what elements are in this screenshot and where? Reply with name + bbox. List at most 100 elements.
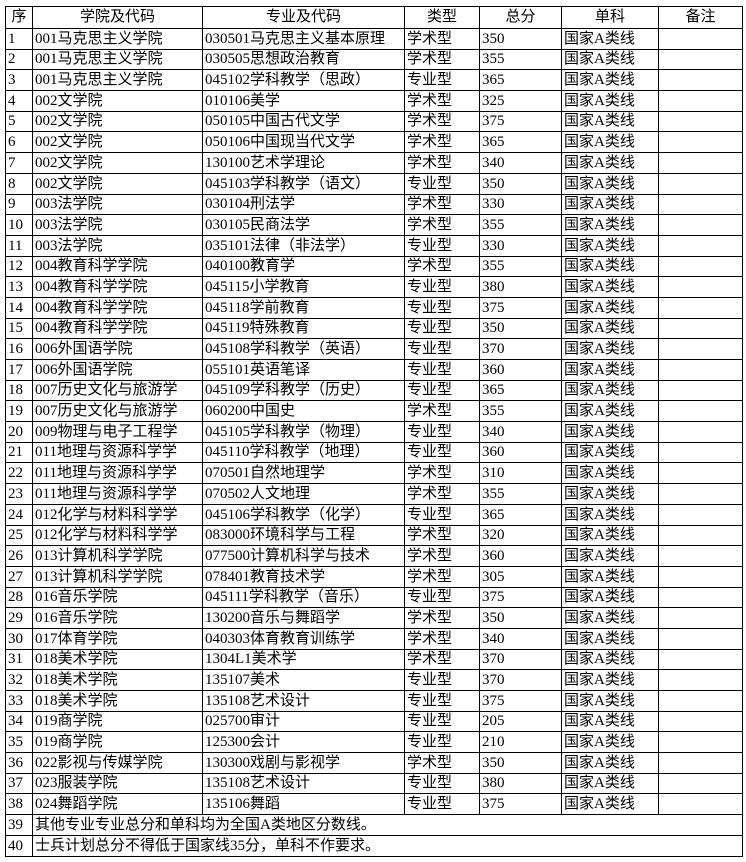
header-seq: 序 [5,6,33,29]
cell-remark [658,110,743,133]
cell-remark [658,131,743,154]
cell-major: 077500计算机科学与技术 [202,545,405,567]
cell-seq: 14 [5,296,33,319]
table-row: 9 003法学院 030104刑法学 学术型 330 国家A类线 [5,193,743,216]
cell-total: 330 [479,193,562,216]
cell-total: 375 [479,586,562,609]
table-row: 14 004教育科学学院 045118学前教育 专业型 375 国家A类线 [5,296,743,319]
cell-seq: 7 [5,152,33,174]
cell-single: 国家A类线 [561,586,659,609]
note-text: 其他专业专业总分和单科均为全国A类地区分数线。 [32,814,743,836]
cell-seq: 40 [5,834,33,857]
cell-college: 004教育科学学院 [32,255,203,278]
cell-single: 国家A类线 [561,483,659,505]
cell-seq: 26 [5,545,33,567]
cell-major: 135106舞蹈 [202,793,405,816]
table-row: 28 016音乐学院 045111学科教学（音乐） 专业型 375 国家A类线 [5,586,743,609]
header-remark: 备注 [658,6,743,29]
cell-single: 国家A类线 [561,379,659,402]
cell-total: 360 [479,441,562,464]
header-single: 单科 [561,6,659,29]
cell-college: 012化学与材料科学学 [32,503,203,526]
cell-college: 017体育学院 [32,627,203,650]
table-row: 17 006外国语学院 055101英语笔译 专业型 360 国家A类线 [5,359,743,381]
cell-total: 305 [479,565,562,588]
cell-major: 050106中国现当代文学 [202,131,405,154]
cell-college: 011地理与资源科学学 [32,462,203,485]
cell-seq: 6 [5,131,33,154]
cell-type: 学术型 [404,565,480,588]
cell-type: 学术型 [404,462,480,485]
cell-total: 350 [479,607,562,629]
table-row: 25 012化学与材料科学学 083000环境科学与工程 学术型 320 国家A类线 [5,524,743,547]
cell-major: 060200中国史 [202,400,405,423]
cell-seq: 16 [5,338,33,360]
cell-seq: 12 [5,255,33,278]
cell-college: 022影视与传媒学院 [32,752,203,774]
cell-type: 专业型 [404,586,480,609]
cell-remark [658,152,743,174]
cell-college: 007历史文化与旅游学 [32,379,203,402]
cell-major: 130200音乐与舞蹈学 [202,607,405,629]
cell-type: 学术型 [404,483,480,505]
cell-seq: 11 [5,234,33,257]
cell-type: 学术型 [404,607,480,629]
table-row: 23 011地理与资源科学学 070502人文地理 学术型 355 国家A类线 [5,483,743,505]
cell-remark [658,255,743,278]
cell-seq: 19 [5,400,33,423]
cell-seq: 10 [5,214,33,236]
cell-single: 国家A类线 [561,690,659,712]
header-type: 类型 [404,6,480,29]
cell-major: 125300会计 [202,731,405,754]
cell-college: 004教育科学学院 [32,296,203,319]
cell-remark [658,421,743,443]
cell-major: 045103学科教学（语文） [202,172,405,195]
cell-type: 专业型 [404,296,480,319]
cell-seq: 17 [5,359,33,381]
cell-single: 国家A类线 [561,421,659,443]
cell-remark [658,462,743,485]
cell-total: 375 [479,296,562,319]
cell-total: 320 [479,524,562,547]
cell-type: 专业型 [404,234,480,257]
cell-remark [658,607,743,629]
cell-total: 365 [479,379,562,402]
table-row: 13 004教育科学学院 045115小学教育 专业型 380 国家A类线 [5,276,743,298]
table-row: 1 001马克思主义学院 030501马克思主义基本原理 学术型 350 国家A类线 [5,28,743,50]
cell-type: 学术型 [404,545,480,567]
cell-seq: 20 [5,421,33,443]
table-row: 19 007历史文化与旅游学 060200中国史 学术型 355 国家A类线 [5,400,743,423]
cell-seq: 9 [5,193,33,216]
cell-single: 国家A类线 [561,255,659,278]
table-row: 26 013计算机科学学院 077500计算机科学与技术 学术型 360 国家A类线 [5,545,743,567]
note-row: 40 士兵计划总分不得低于国家线35分，单科不作要求。 [5,834,743,857]
cell-total: 370 [479,338,562,360]
cell-major: 010106美学 [202,90,405,112]
cell-single: 国家A类线 [561,462,659,485]
cell-single: 国家A类线 [561,752,659,774]
cell-type: 学术型 [404,255,480,278]
cell-single: 国家A类线 [561,441,659,464]
cell-college: 002文学院 [32,152,203,174]
cell-single: 国家A类线 [561,214,659,236]
cell-single: 国家A类线 [561,607,659,629]
cell-total: 355 [479,400,562,423]
cell-type: 学术型 [404,48,480,71]
cell-seq: 5 [5,110,33,133]
cell-remark [658,317,743,340]
table-row: 7 002文学院 130100艺术学理论 学术型 340 国家A类线 [5,152,743,174]
cell-major: 050105中国古代文学 [202,110,405,133]
header-row: 序 学院及代码 专业及代码 类型 总分 单科 备注 [5,6,743,29]
table-row: 15 004教育科学学院 045119特殊教育 专业型 350 国家A类线 [5,317,743,340]
cell-major: 035101法律（非法学） [202,234,405,257]
cell-total: 355 [479,483,562,505]
cell-total: 375 [479,690,562,712]
cell-major: 135108艺术设计 [202,772,405,795]
cell-total: 360 [479,545,562,567]
cell-remark [658,172,743,195]
cell-remark [658,793,743,816]
cell-type: 专业型 [404,669,480,691]
cell-major: 040100教育学 [202,255,405,278]
cell-college: 003法学院 [32,234,203,257]
cell-single: 国家A类线 [561,131,659,154]
